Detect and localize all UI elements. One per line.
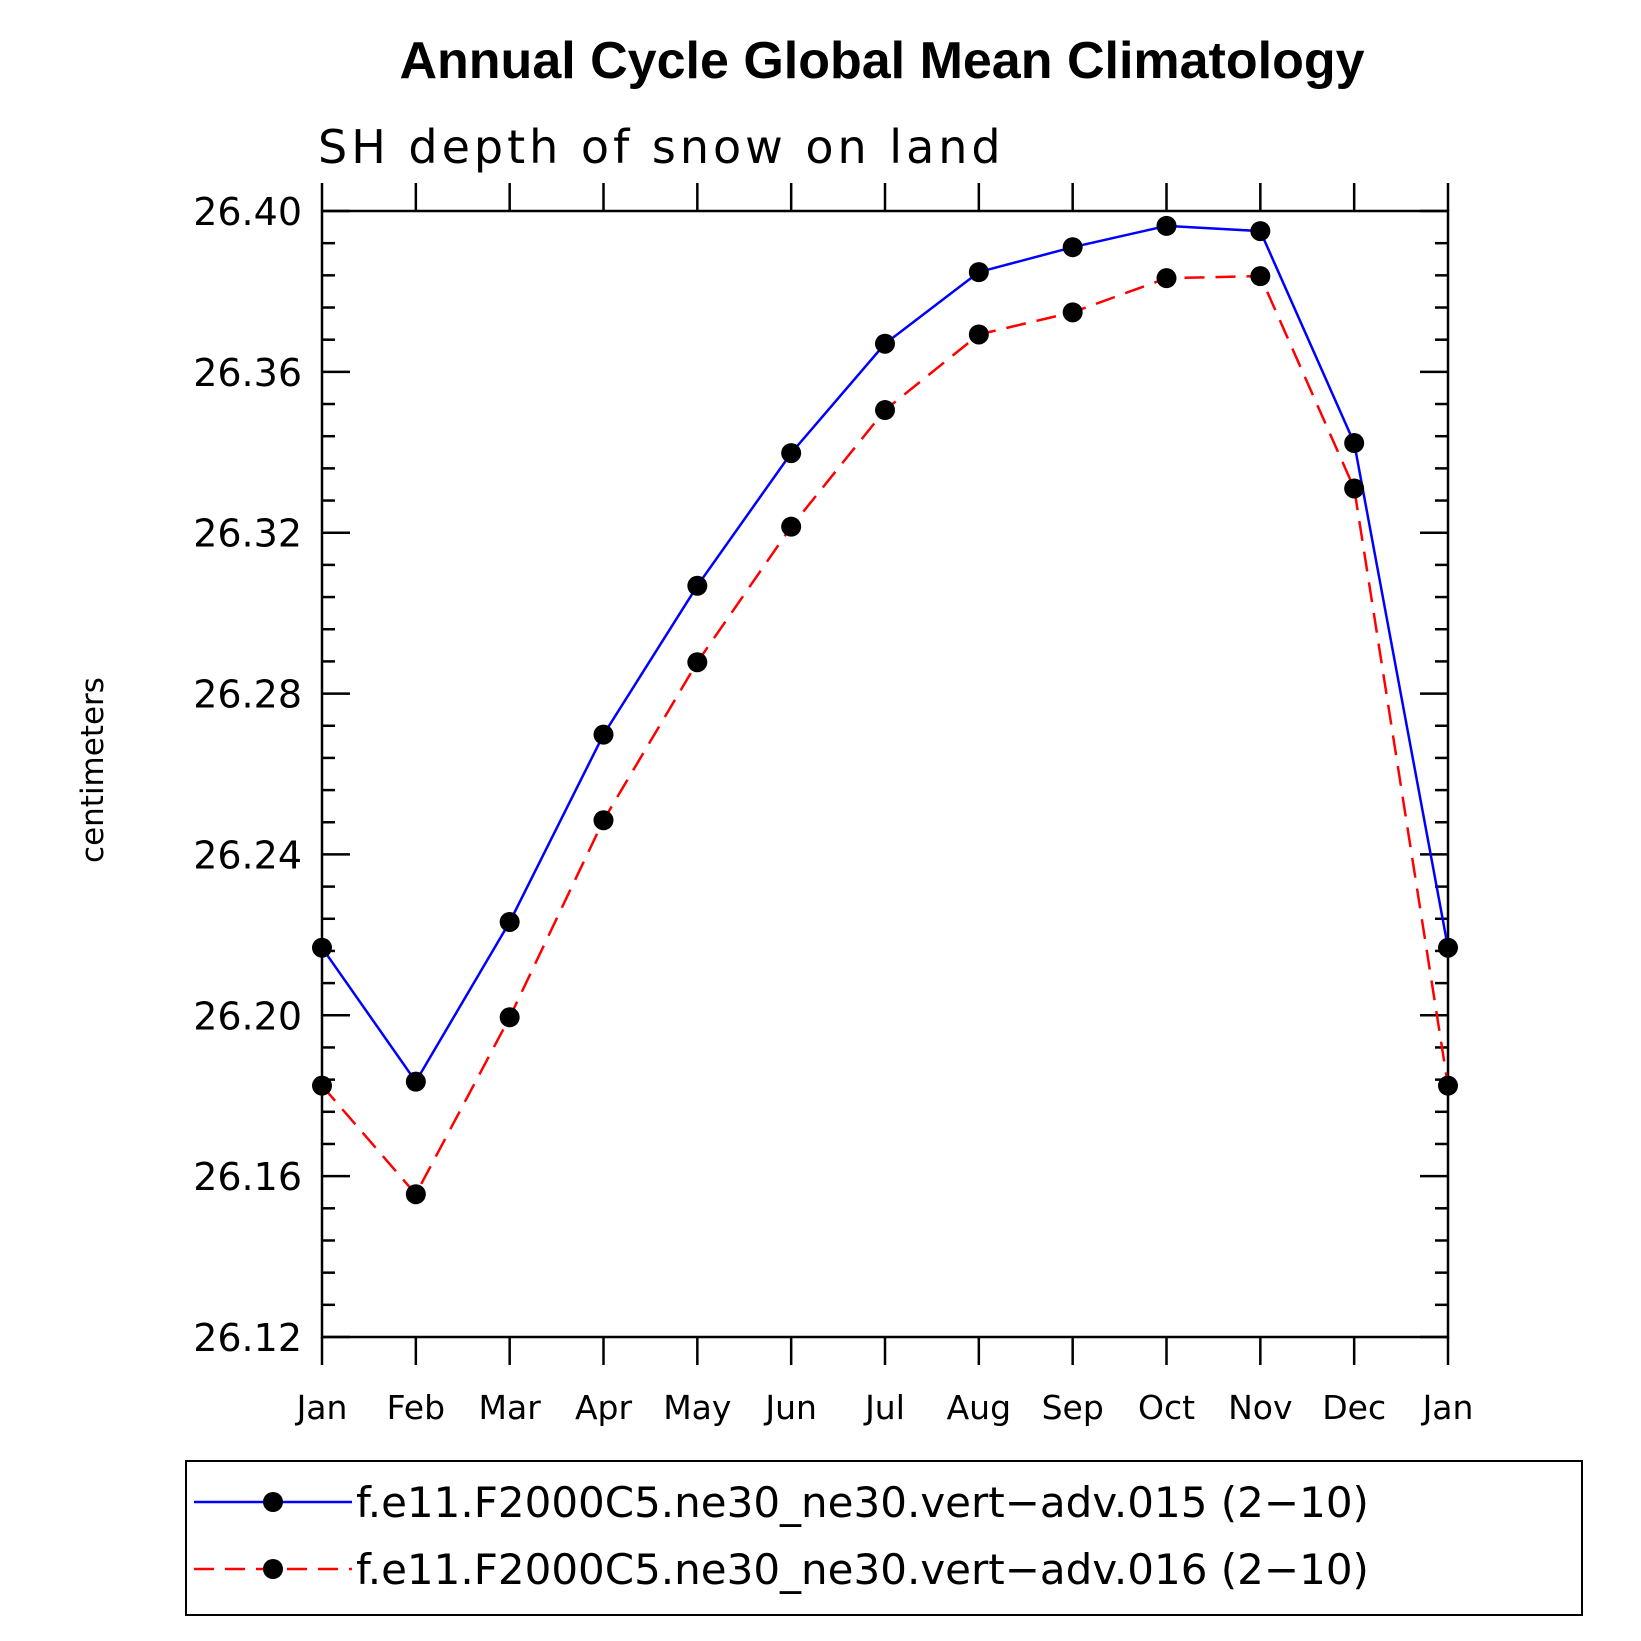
x-tick-label: Dec [1322,1388,1386,1427]
x-tick-label: Mar [479,1388,542,1427]
data-point [875,400,895,421]
y-tick-label: 26.20 [193,994,302,1038]
data-point [968,324,989,345]
data-point [781,443,802,464]
series-line-1 [320,224,1450,1084]
y-tick-label: 26.36 [193,351,302,395]
data-point [1344,478,1365,499]
data-point [593,724,614,745]
chart-title: Annual Cycle Global Mean Climatology [399,32,1364,90]
axes: 26.12 26.16 26.20 26.24 26.28 26.32 26.36 26.40… [193,183,1473,1427]
y-tick-label: 26.40 [193,190,302,234]
legend-label-1: f.e11.F2000C5.ne30_ne30.vert−adv.015 (2−… [356,1478,1369,1527]
data-point [875,333,895,354]
x-tick-label: Jan [295,1388,348,1427]
data-point [499,911,520,932]
y-tick-label: 26.24 [193,833,302,877]
plot-frame [320,209,1450,1339]
data-point [1156,268,1177,289]
data-point [405,1071,426,1092]
data-point [781,516,802,537]
legend-marker-1 [263,1492,283,1512]
x-tick-label: Apr [575,1388,633,1427]
legend-label-2: f.e11.F2000C5.ne30_ne30.vert−adv.016 (2−… [356,1545,1369,1594]
legend-box [185,1460,1583,1616]
series-layer [312,215,1458,1205]
data-point [1250,266,1271,287]
data-point [405,1184,426,1205]
x-tick-label: Jul [863,1388,905,1427]
y-tick-label: 26.16 [193,1155,302,1199]
y-axis-label: centimeters [75,677,111,863]
data-point [1062,237,1083,258]
x-tick-label: Jan [1421,1388,1474,1427]
legend: f.e11.F2000C5.ne30_ne30.vert−adv.015 (2−… [194,1478,1369,1594]
x-tick-label: May [663,1388,731,1427]
y-tick-label: 26.12 [193,1316,302,1360]
legend-marker-2 [263,1559,283,1579]
data-point [1250,221,1271,242]
x-tick-label: Jun [763,1388,817,1427]
data-point [499,1007,520,1028]
x-tick-label: Aug [947,1388,1011,1427]
data-point [1438,937,1458,958]
data-point [1156,215,1177,236]
x-tick-label: Feb [387,1388,445,1427]
x-tick-label: Nov [1228,1388,1292,1427]
data-point [1438,1075,1458,1096]
data-point [687,575,708,596]
data-point [312,1075,332,1096]
data-point [968,262,989,283]
data-point [1344,433,1365,454]
data-point [312,937,332,958]
data-point [687,652,708,673]
data-point [593,810,614,831]
chart-subtitle: SH depth of snow on land [318,120,1005,174]
x-tick-label: Oct [1138,1388,1195,1427]
y-tick-label: 26.32 [193,512,302,556]
x-tick-label: Sep [1042,1388,1104,1427]
y-tick-label: 26.28 [193,673,302,717]
data-point [1062,302,1083,323]
